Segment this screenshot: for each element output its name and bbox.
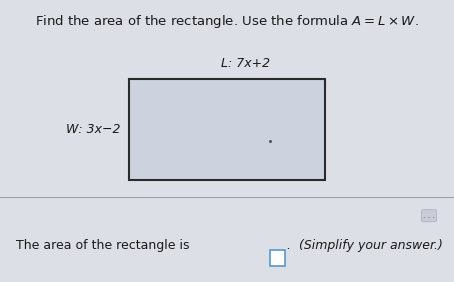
Text: Find the area of the rectangle. Use the formula $A = L \times W$.: Find the area of the rectangle. Use the … xyxy=(35,13,419,30)
Text: . . .: . . . xyxy=(423,211,435,220)
Text: .  (Simplify your answer.): . (Simplify your answer.) xyxy=(287,239,443,252)
Text: The area of the rectangle is: The area of the rectangle is xyxy=(16,239,189,252)
Bar xyxy=(270,250,285,266)
Text: W: 3x−2: W: 3x−2 xyxy=(66,123,120,136)
Text: L: 7x+2: L: 7x+2 xyxy=(221,57,270,70)
Bar xyxy=(129,79,325,180)
